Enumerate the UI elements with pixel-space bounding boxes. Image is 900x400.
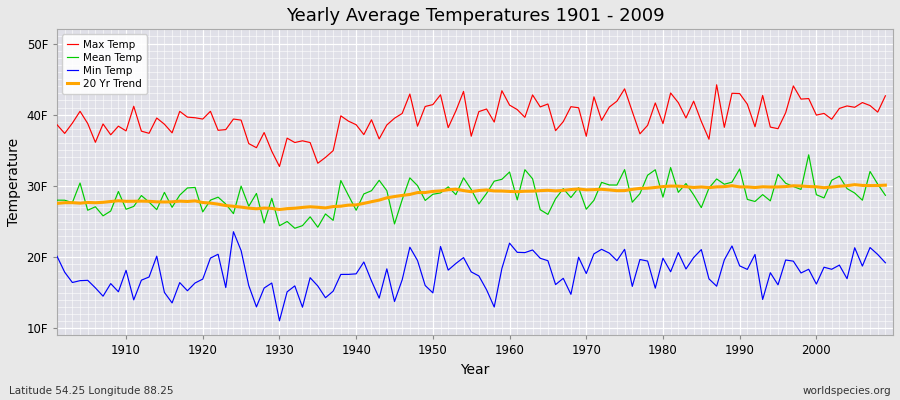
Max Temp [604, 105, 615, 110]
Legend: Max Temp, Mean Temp, Min Temp, 20 Yr Trend: Max Temp, Mean Temp, Min Temp, 20 Yr Tre… [62, 34, 148, 94]
Line: 20 Yr Trend: 20 Yr Trend [57, 185, 886, 210]
Max Temp [880, 94, 891, 98]
Mean Temp [113, 189, 124, 194]
20 Yr Trend [274, 207, 285, 212]
20 Yr Trend [290, 206, 301, 211]
Text: Latitude 54.25 Longitude 88.25: Latitude 54.25 Longitude 88.25 [9, 386, 174, 396]
Max Temp [113, 124, 124, 128]
Min Temp [512, 250, 523, 255]
Mean Temp [804, 152, 814, 157]
Min Temp [297, 305, 308, 310]
Max Temp [290, 140, 301, 145]
20 Yr Trend [512, 189, 523, 194]
X-axis label: Year: Year [461, 363, 490, 377]
Max Temp [512, 107, 523, 112]
Mean Temp [51, 198, 62, 202]
Mean Temp [604, 182, 615, 187]
Min Temp [113, 289, 124, 294]
Max Temp [711, 82, 722, 87]
Mean Temp [504, 170, 515, 174]
Max Temp [336, 114, 346, 118]
Mean Temp [336, 178, 346, 183]
Min Temp [228, 229, 238, 234]
20 Yr Trend [604, 188, 615, 192]
20 Yr Trend [336, 204, 346, 208]
Line: Max Temp: Max Temp [57, 85, 886, 166]
Text: worldspecies.org: worldspecies.org [803, 386, 891, 396]
20 Yr Trend [880, 183, 891, 188]
Min Temp [343, 272, 354, 277]
Mean Temp [290, 226, 301, 231]
Mean Temp [512, 198, 523, 202]
20 Yr Trend [504, 189, 515, 194]
Min Temp [880, 260, 891, 265]
Min Temp [611, 258, 622, 263]
Min Temp [51, 254, 62, 259]
Min Temp [274, 318, 285, 323]
20 Yr Trend [51, 201, 62, 206]
Max Temp [51, 122, 62, 127]
Line: Mean Temp: Mean Temp [57, 155, 886, 228]
Mean Temp [282, 219, 292, 224]
Title: Yearly Average Temperatures 1901 - 2009: Yearly Average Temperatures 1901 - 2009 [285, 7, 664, 25]
Min Temp [519, 250, 530, 255]
20 Yr Trend [113, 198, 124, 203]
20 Yr Trend [850, 182, 860, 187]
Line: Min Temp: Min Temp [57, 232, 886, 321]
Mean Temp [880, 193, 891, 198]
Max Temp [504, 103, 515, 108]
Y-axis label: Temperature: Temperature [7, 138, 21, 226]
Max Temp [274, 164, 285, 169]
